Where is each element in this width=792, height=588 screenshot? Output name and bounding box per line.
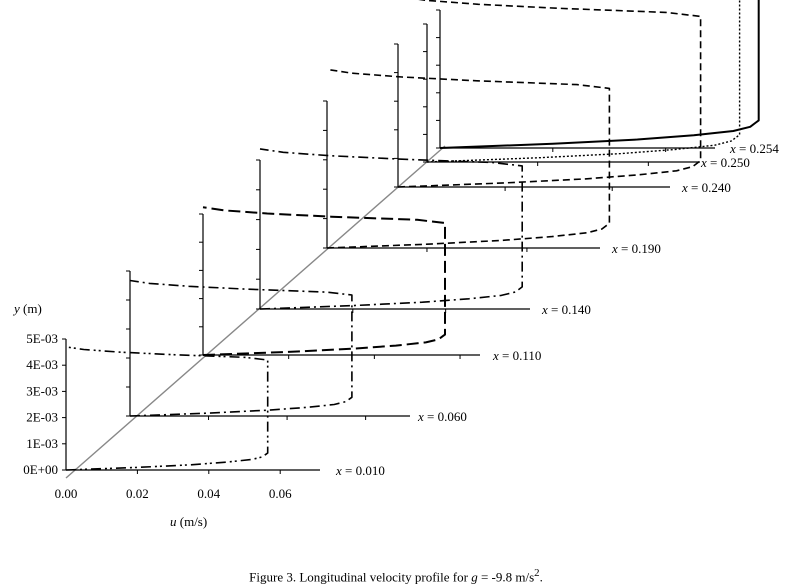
series-label-0.250: x = 0.250 (700, 155, 750, 170)
series-label-0.240: x = 0.240 (681, 180, 731, 195)
caption-superscript: 2 (534, 567, 540, 579)
figure-caption: Figure 3. Longitudinal velocity profile … (0, 567, 792, 585)
profile-line-0.060 (129, 279, 353, 417)
x-tick-label: 0.06 (269, 486, 292, 501)
y-tick-label: 0E+00 (23, 462, 58, 477)
caption-middle: = -9.8 m/s (477, 569, 535, 585)
x-tick-label: 0.02 (126, 486, 149, 501)
depth-axis-line (65, 145, 446, 479)
profile-line-0.190 (326, 68, 611, 249)
x-tick-label: 0.04 (197, 486, 220, 501)
profile-line-0.140 (259, 148, 524, 310)
x-tick-label: 0.00 (55, 486, 78, 501)
y-tick-label: 1E-03 (26, 436, 58, 451)
series-label-0.140: x = 0.140 (541, 302, 591, 317)
x-axis-title: u (m/s) (170, 514, 207, 529)
y-tick-label: 3E-03 (26, 383, 58, 398)
y-axis-title: y (m) (12, 301, 42, 316)
series-label-0.010: x = 0.010 (335, 463, 385, 478)
y-tick-label: 5E-03 (26, 331, 58, 346)
profile-line-0.010 (65, 346, 269, 471)
caption-variable: g (471, 569, 478, 585)
caption-suffix: . (539, 569, 543, 585)
series-label-0.060: x = 0.060 (417, 409, 467, 424)
profile-line-0.240 (397, 0, 702, 188)
y-tick-label: 4E-03 (26, 357, 58, 372)
series-label-0.110: x = 0.110 (492, 348, 541, 363)
profile-line-0.250 (426, 0, 741, 163)
profile-line-0.254 (439, 0, 760, 149)
profile-line-0.110 (202, 206, 446, 356)
series-label-0.254: x = 0.254 (729, 141, 779, 156)
caption-prefix: Figure 3. Longitudinal velocity profile … (249, 569, 472, 585)
series-label-0.190: x = 0.190 (611, 241, 661, 256)
y-tick-label: 2E-03 (26, 410, 58, 425)
